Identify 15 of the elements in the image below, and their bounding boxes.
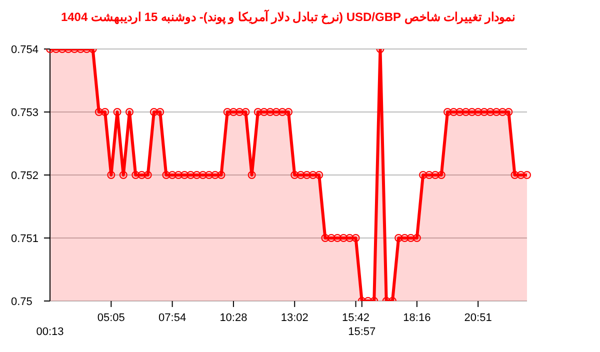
y-tick-label: 0.751 <box>11 232 39 245</box>
x-tick-label: 13:02 <box>280 312 308 324</box>
x-tick-label: 18:16 <box>403 312 431 324</box>
x-tick-label: 15:42 <box>342 312 370 324</box>
chart-title: نمودار تغییرات شاخص USD/GBP (نرخ تبادل دلار آمریکا و پوند)- دوشنبه 15 اردیبهشت 1404 <box>60 8 516 26</box>
y-tick-label: 0.75 <box>11 296 32 308</box>
y-tick-label: 0.754 <box>11 44 39 56</box>
y-tick-label: 0.753 <box>11 106 39 119</box>
y-tick-label: 0.752 <box>11 170 39 182</box>
x-tick-label: 00:13 <box>36 326 64 338</box>
x-tick-label: 05:05 <box>97 312 125 324</box>
x-tick-label: 07:54 <box>158 312 186 324</box>
x-tick-label: 10:28 <box>220 312 248 324</box>
x-tick-label: 15:57 <box>348 326 376 338</box>
x-tick-label: 20:51 <box>464 312 492 324</box>
